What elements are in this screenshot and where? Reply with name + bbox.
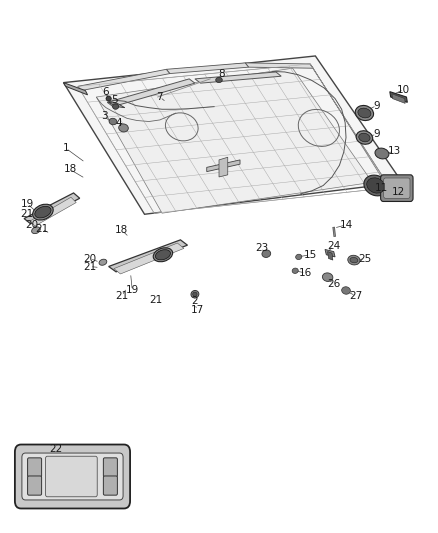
Text: 13: 13 [388, 147, 401, 156]
Ellipse shape [119, 124, 128, 132]
Ellipse shape [322, 273, 333, 281]
Polygon shape [114, 243, 184, 274]
Text: 19: 19 [21, 199, 34, 208]
Polygon shape [64, 56, 402, 214]
Ellipse shape [113, 104, 119, 109]
Polygon shape [109, 102, 125, 108]
Polygon shape [109, 240, 187, 272]
Polygon shape [219, 157, 228, 177]
Ellipse shape [296, 254, 302, 260]
Polygon shape [107, 79, 195, 107]
Ellipse shape [358, 108, 371, 118]
Text: 8: 8 [218, 69, 225, 78]
Text: 22: 22 [49, 444, 63, 454]
Ellipse shape [375, 148, 389, 159]
Text: 9: 9 [373, 101, 380, 110]
Ellipse shape [292, 268, 298, 273]
Text: 2: 2 [191, 296, 198, 306]
Text: 12: 12 [392, 187, 405, 197]
Text: 20: 20 [25, 220, 38, 230]
Text: 7: 7 [156, 92, 163, 102]
Text: 21: 21 [35, 224, 48, 234]
Ellipse shape [33, 204, 53, 220]
Text: 11: 11 [374, 183, 388, 192]
Polygon shape [78, 69, 170, 91]
FancyBboxPatch shape [28, 458, 42, 477]
Ellipse shape [32, 227, 40, 233]
Polygon shape [390, 92, 407, 102]
Ellipse shape [191, 290, 199, 298]
Ellipse shape [35, 206, 51, 218]
FancyBboxPatch shape [103, 458, 117, 477]
Polygon shape [325, 249, 335, 257]
Polygon shape [392, 94, 405, 103]
Text: 4: 4 [115, 118, 122, 127]
Text: 5: 5 [111, 95, 118, 105]
Ellipse shape [155, 249, 170, 260]
Polygon shape [328, 252, 333, 260]
Ellipse shape [215, 77, 222, 83]
Ellipse shape [106, 96, 111, 101]
Text: 16: 16 [299, 268, 312, 278]
FancyBboxPatch shape [15, 445, 130, 508]
Polygon shape [207, 160, 240, 172]
Text: 6: 6 [102, 87, 109, 96]
FancyBboxPatch shape [384, 178, 410, 198]
FancyBboxPatch shape [22, 453, 123, 500]
Text: 27: 27 [349, 291, 362, 301]
Ellipse shape [109, 118, 117, 125]
Text: 18: 18 [64, 165, 77, 174]
Ellipse shape [153, 248, 173, 262]
FancyBboxPatch shape [103, 476, 117, 495]
Ellipse shape [348, 255, 360, 265]
Text: 14: 14 [339, 220, 353, 230]
Polygon shape [96, 68, 372, 213]
FancyBboxPatch shape [28, 476, 42, 495]
Ellipse shape [359, 133, 370, 142]
Ellipse shape [99, 259, 107, 265]
Text: 9: 9 [373, 130, 380, 139]
Text: 19: 19 [126, 286, 139, 295]
Polygon shape [64, 83, 88, 95]
Ellipse shape [262, 250, 271, 257]
Text: 23: 23 [255, 244, 268, 253]
Text: 18: 18 [115, 225, 128, 235]
Text: 25: 25 [358, 254, 371, 263]
Polygon shape [30, 197, 76, 226]
Polygon shape [195, 72, 281, 83]
Text: 1: 1 [62, 143, 69, 153]
Text: 15: 15 [304, 250, 317, 260]
Polygon shape [166, 63, 249, 74]
Ellipse shape [355, 106, 374, 120]
Text: 21: 21 [149, 295, 162, 304]
Text: 21: 21 [83, 262, 96, 271]
Polygon shape [245, 63, 313, 68]
Text: 21: 21 [21, 209, 34, 219]
Ellipse shape [342, 287, 350, 294]
FancyBboxPatch shape [381, 175, 413, 201]
Ellipse shape [350, 257, 358, 263]
Ellipse shape [364, 175, 388, 196]
Text: 21: 21 [115, 291, 128, 301]
Text: 24: 24 [327, 241, 340, 251]
FancyBboxPatch shape [46, 456, 97, 497]
Polygon shape [24, 193, 80, 224]
Ellipse shape [356, 131, 373, 144]
Text: 3: 3 [101, 111, 108, 121]
Text: 26: 26 [327, 279, 340, 288]
Ellipse shape [367, 178, 385, 193]
Text: 20: 20 [83, 254, 96, 263]
Ellipse shape [193, 292, 197, 296]
Text: 17: 17 [191, 305, 204, 315]
Text: 10: 10 [397, 85, 410, 94]
